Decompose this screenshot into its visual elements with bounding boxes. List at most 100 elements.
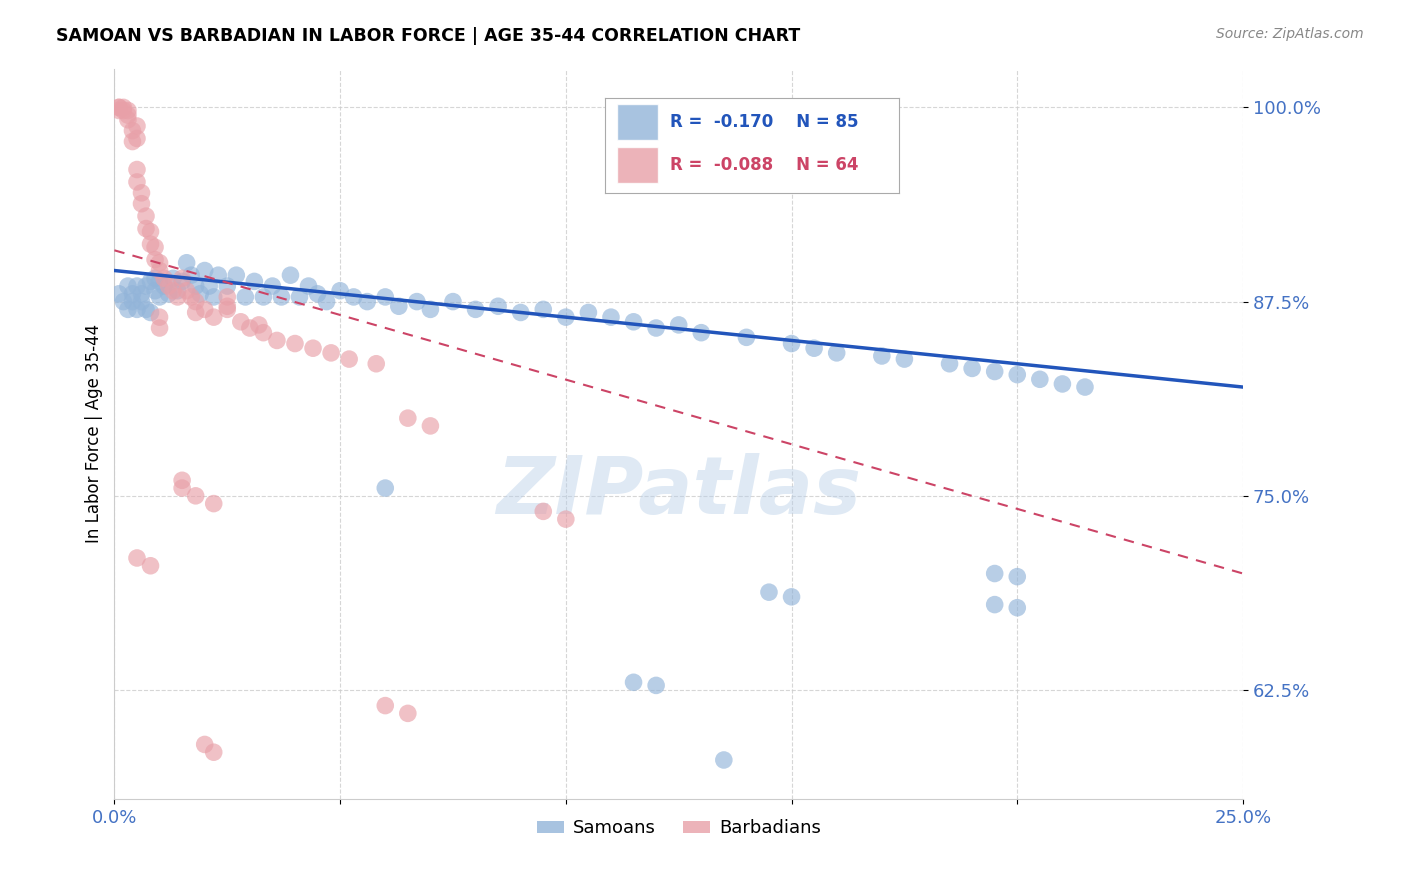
Point [983, 566, 1005, 581]
Point [217, 279, 239, 293]
Point [148, 263, 170, 277]
Point [188, 286, 211, 301]
Point [162, 284, 184, 298]
Point [1074, 380, 1097, 394]
Point [509, 305, 531, 319]
Point [893, 352, 915, 367]
Point [194, 302, 217, 317]
Point [139, 305, 162, 319]
Point [135, 221, 157, 235]
Point [315, 294, 337, 309]
Point [1007, 368, 1029, 382]
Point [938, 357, 960, 371]
Point [247, 318, 270, 332]
Text: SAMOAN VS BARBADIAN IN LABOR FORCE | AGE 35-44 CORRELATION CHART: SAMOAN VS BARBADIAN IN LABOR FORCE | AGE… [56, 27, 800, 45]
Point [162, 271, 184, 285]
Point [184, 489, 207, 503]
Point [202, 497, 225, 511]
Point [243, 274, 266, 288]
Point [870, 349, 893, 363]
Point [125, 279, 148, 293]
Point [131, 294, 153, 309]
Point [143, 284, 166, 298]
Point [135, 302, 157, 317]
Point [148, 310, 170, 325]
Point [153, 271, 176, 285]
Point [121, 123, 143, 137]
Point [125, 162, 148, 177]
Point [194, 738, 217, 752]
Point [803, 341, 825, 355]
Point [153, 279, 176, 293]
Point [405, 294, 427, 309]
Point [135, 279, 157, 293]
Point [166, 284, 188, 298]
Point [396, 411, 419, 425]
Point [600, 310, 623, 325]
Point [194, 263, 217, 277]
Point [464, 302, 486, 317]
Point [623, 675, 645, 690]
Point [374, 481, 396, 495]
Point [266, 334, 288, 348]
Point [217, 290, 239, 304]
Point [690, 326, 713, 340]
Point [388, 299, 411, 313]
Y-axis label: In Labor Force | Age 35-44: In Labor Force | Age 35-44 [86, 324, 103, 543]
Point [180, 290, 202, 304]
Point [233, 290, 256, 304]
Point [157, 286, 180, 301]
Point [172, 271, 194, 285]
Point [112, 103, 135, 118]
Point [117, 108, 139, 122]
Point [302, 341, 325, 355]
Point [780, 590, 803, 604]
Point [713, 753, 735, 767]
Point [239, 321, 262, 335]
Point [297, 279, 319, 293]
Point [486, 299, 509, 313]
Point [319, 346, 342, 360]
Point [180, 268, 202, 283]
Point [735, 330, 758, 344]
Point [143, 252, 166, 267]
Point [125, 302, 148, 317]
Point [125, 175, 148, 189]
Point [135, 209, 157, 223]
Point [1029, 372, 1052, 386]
Point [554, 512, 576, 526]
Point [139, 274, 162, 288]
Point [148, 290, 170, 304]
Point [270, 290, 292, 304]
Point [262, 279, 284, 293]
Point [576, 305, 599, 319]
Text: ZIPatlas: ZIPatlas [496, 453, 862, 531]
Point [780, 336, 803, 351]
Point [668, 318, 690, 332]
Point [217, 299, 239, 313]
Point [131, 286, 153, 301]
Point [121, 135, 143, 149]
Point [112, 100, 135, 114]
Point [343, 290, 366, 304]
Point [172, 481, 194, 495]
Text: Source: ZipAtlas.com: Source: ZipAtlas.com [1216, 27, 1364, 41]
Point [960, 361, 983, 376]
Point [758, 585, 780, 599]
Point [419, 418, 441, 433]
Point [121, 294, 143, 309]
Point [307, 286, 329, 301]
Point [117, 103, 139, 118]
Point [148, 274, 170, 288]
Point [374, 698, 396, 713]
Point [252, 326, 274, 340]
Point [184, 279, 207, 293]
Point [125, 131, 148, 145]
Point [131, 196, 153, 211]
Point [1052, 376, 1074, 391]
Point [531, 302, 554, 317]
Point [202, 745, 225, 759]
Point [184, 294, 207, 309]
Point [108, 100, 131, 114]
Point [280, 268, 302, 283]
